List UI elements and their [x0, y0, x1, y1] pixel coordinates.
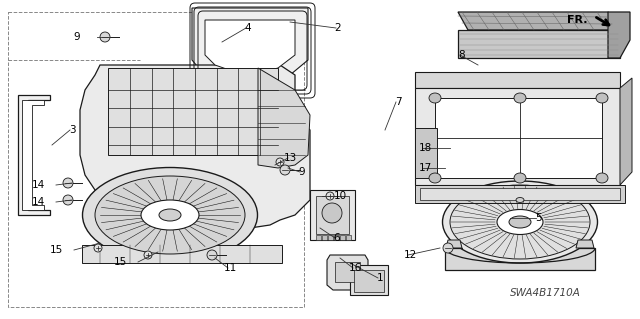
Bar	[340, 235, 345, 240]
Polygon shape	[620, 78, 632, 185]
Text: 14: 14	[31, 180, 45, 190]
Ellipse shape	[596, 173, 608, 183]
Bar	[8, 12, 304, 307]
Text: 14: 14	[31, 197, 45, 207]
Text: 7: 7	[395, 97, 401, 107]
Ellipse shape	[144, 251, 152, 259]
Ellipse shape	[280, 165, 290, 175]
Ellipse shape	[159, 209, 181, 221]
Polygon shape	[435, 98, 602, 178]
Ellipse shape	[509, 216, 531, 228]
Text: 15: 15	[113, 257, 127, 267]
Polygon shape	[415, 72, 620, 88]
Ellipse shape	[443, 243, 453, 253]
Polygon shape	[446, 240, 462, 248]
Text: 4: 4	[244, 23, 252, 33]
Polygon shape	[327, 255, 368, 290]
Polygon shape	[458, 30, 620, 58]
Bar	[335, 262, 360, 282]
Ellipse shape	[429, 93, 441, 103]
Bar	[328, 235, 333, 240]
Text: 10: 10	[333, 191, 347, 201]
Text: FR.: FR.	[566, 15, 587, 25]
Bar	[334, 235, 339, 240]
Bar	[82, 245, 282, 263]
Bar	[310, 190, 355, 240]
Polygon shape	[576, 240, 594, 248]
Ellipse shape	[141, 200, 199, 230]
Bar	[415, 185, 625, 203]
Polygon shape	[205, 20, 295, 74]
Text: 18: 18	[419, 143, 431, 153]
Text: 5: 5	[534, 213, 541, 223]
Text: 12: 12	[403, 250, 417, 260]
Ellipse shape	[596, 93, 608, 103]
Bar	[350, 265, 388, 295]
Text: 6: 6	[333, 233, 340, 243]
Text: 8: 8	[459, 50, 465, 60]
Text: 2: 2	[335, 23, 341, 33]
Text: 13: 13	[284, 153, 296, 163]
Polygon shape	[22, 100, 44, 210]
Bar	[346, 235, 351, 240]
Ellipse shape	[276, 158, 284, 166]
Text: 3: 3	[68, 125, 76, 135]
Polygon shape	[458, 12, 620, 30]
Ellipse shape	[516, 197, 524, 203]
Ellipse shape	[429, 173, 441, 183]
Polygon shape	[108, 68, 278, 155]
Ellipse shape	[497, 210, 543, 234]
Ellipse shape	[100, 32, 110, 42]
Ellipse shape	[322, 203, 342, 223]
Ellipse shape	[442, 181, 598, 263]
Ellipse shape	[207, 250, 217, 260]
Bar	[415, 128, 437, 178]
Bar	[445, 248, 595, 270]
Ellipse shape	[514, 173, 526, 183]
Ellipse shape	[63, 195, 73, 205]
Bar	[420, 188, 620, 200]
Bar	[322, 235, 327, 240]
Ellipse shape	[450, 185, 590, 259]
Text: 16: 16	[348, 263, 362, 273]
Bar	[354, 270, 384, 292]
Text: 15: 15	[49, 245, 63, 255]
Text: 11: 11	[223, 263, 237, 273]
Polygon shape	[415, 88, 620, 185]
Ellipse shape	[94, 244, 102, 252]
Ellipse shape	[95, 176, 245, 254]
Text: 9: 9	[74, 32, 80, 42]
Bar	[316, 235, 321, 240]
Polygon shape	[258, 68, 310, 168]
Ellipse shape	[326, 192, 334, 200]
Text: 1: 1	[377, 273, 383, 283]
Polygon shape	[608, 12, 630, 58]
Ellipse shape	[83, 167, 257, 263]
Bar	[316, 196, 349, 234]
Text: 17: 17	[419, 163, 431, 173]
Polygon shape	[192, 8, 308, 85]
Text: 9: 9	[299, 167, 305, 177]
Ellipse shape	[514, 93, 526, 103]
Polygon shape	[18, 95, 50, 215]
Polygon shape	[80, 65, 310, 230]
Text: SWA4B1710A: SWA4B1710A	[509, 288, 580, 298]
Ellipse shape	[63, 178, 73, 188]
